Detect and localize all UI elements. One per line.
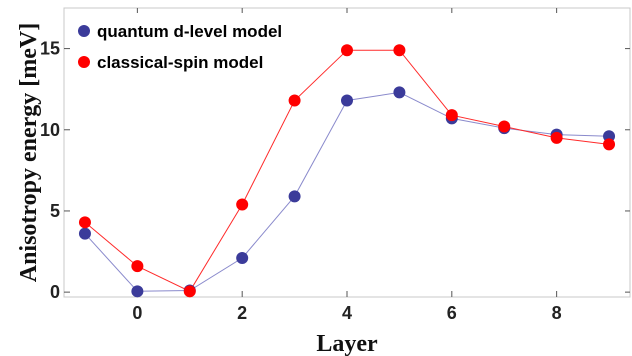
x-tick-label: 4 [342,303,352,323]
series-2-point [131,260,144,273]
series-line-2 [84,49,610,292]
y-tick-label: 10 [40,120,60,140]
legend-marker-2 [78,56,90,68]
series-2-point [183,285,196,298]
series-1-point [288,190,301,203]
y-axis-title: Anisotropy energy [meV] [16,23,42,283]
x-tick-label: 2 [237,303,247,323]
series-2-point [341,44,353,57]
series-1-point [78,227,91,240]
legend-label-2: classical-spin model [97,53,263,72]
series-2-point [393,44,406,57]
x-axis-title: Layer [316,331,378,356]
series-1-point [341,94,353,107]
series-1-point [131,285,144,298]
x-tick-label: 0 [132,303,142,323]
legend-label-1: quantum d-level model [97,22,282,41]
series-1-point [393,86,406,99]
series-2-point [550,131,563,144]
series-2-point [445,109,458,122]
y-tick-label: 15 [40,39,60,59]
series-line-1 [84,91,610,292]
series-1-point [236,252,249,265]
series-2-point [498,120,511,133]
y-tick-label: 0 [50,282,60,302]
series-2-point [603,138,616,151]
y-tick-label: 5 [50,201,60,221]
series-2-point [236,198,249,211]
x-tick-label: 6 [447,303,457,323]
series-2-point [78,216,91,229]
series-2-point [288,94,301,107]
x-tick-label: 8 [552,303,562,323]
legend-marker-1 [78,25,90,37]
